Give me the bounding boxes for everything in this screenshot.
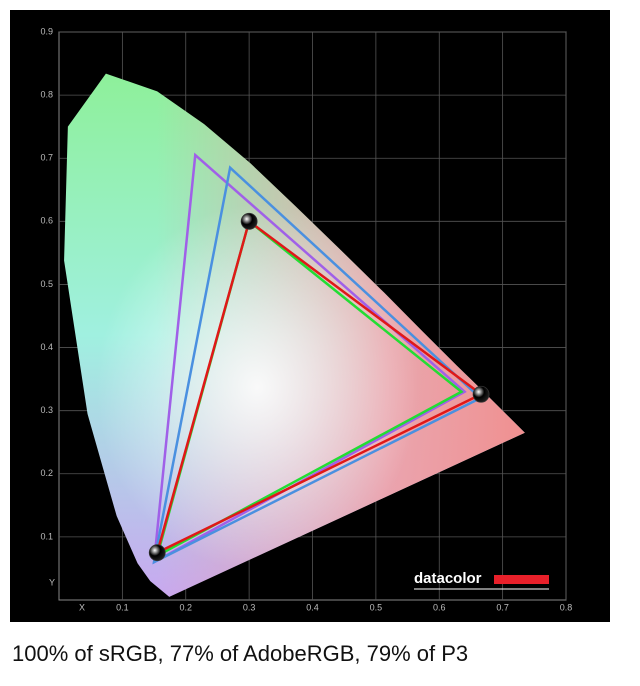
logo-bar bbox=[494, 575, 549, 584]
primary-marker bbox=[148, 544, 166, 562]
y-tick-label: 0.6 bbox=[40, 216, 53, 226]
y-tick-label: 0.9 bbox=[40, 26, 53, 36]
x-tick-label: 0.1 bbox=[116, 602, 129, 612]
gamut-triangle bbox=[152, 165, 483, 565]
x-tick-label: 0.3 bbox=[243, 602, 256, 612]
y-tick-label: 0.5 bbox=[40, 279, 53, 289]
x-tick-label: 0.2 bbox=[179, 602, 192, 612]
y-tick-label: 0.1 bbox=[40, 531, 53, 541]
y-label: Y bbox=[49, 577, 55, 587]
x-tick-label: 0.5 bbox=[370, 602, 383, 612]
x-tick-label: 0.7 bbox=[496, 602, 509, 612]
logo: datacolor bbox=[414, 570, 482, 587]
x-label: X bbox=[79, 602, 85, 612]
caption: 100% of sRGB, 77% of AdobeRGB, 79% of P3 bbox=[12, 641, 468, 666]
y-tick-label: 0.2 bbox=[40, 468, 53, 478]
y-tick-label: 0.3 bbox=[40, 405, 53, 415]
x-tick-label: 0.4 bbox=[306, 602, 319, 612]
locus-shading bbox=[64, 73, 525, 597]
y-tick-label: 0.7 bbox=[40, 153, 53, 163]
y-tick-label: 0.8 bbox=[40, 89, 53, 99]
x-tick-label: 0.6 bbox=[433, 602, 446, 612]
y-tick-label: 0.4 bbox=[40, 342, 53, 352]
gamut-triangle bbox=[155, 219, 484, 556]
x-tick-label: 0.8 bbox=[560, 602, 573, 612]
primary-marker bbox=[472, 385, 490, 403]
primary-marker bbox=[240, 212, 258, 230]
